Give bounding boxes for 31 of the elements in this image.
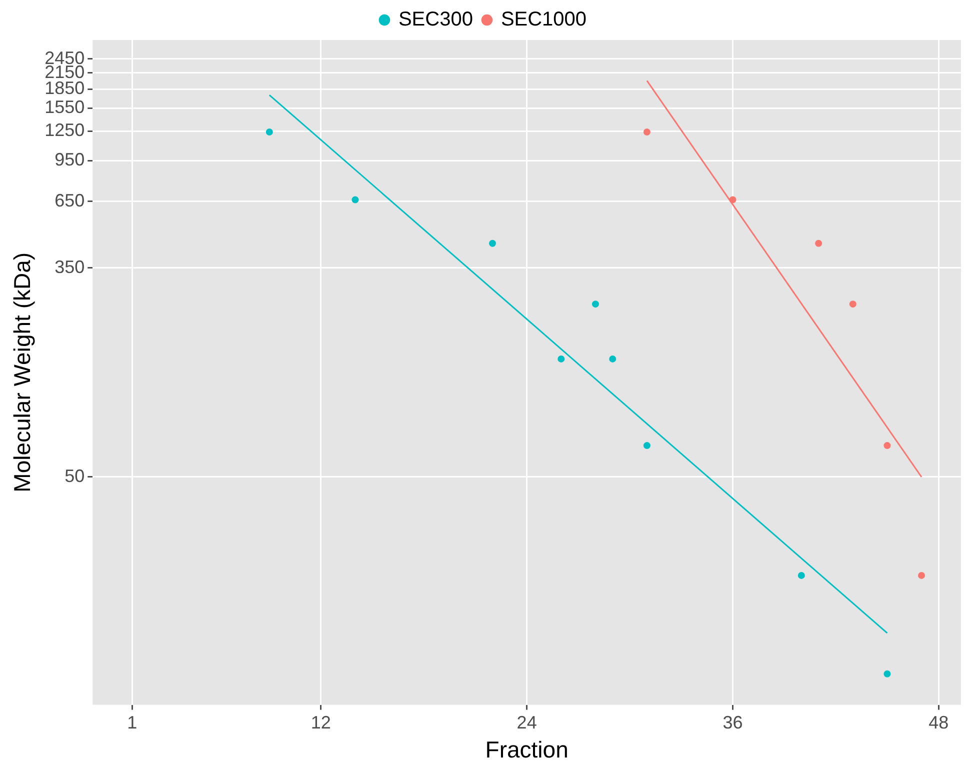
x-tick-label: 1	[127, 712, 138, 733]
point	[352, 196, 359, 204]
y-tick-label: 350	[54, 256, 85, 277]
point	[592, 300, 599, 308]
point	[266, 128, 273, 136]
x-axis-title: Fraction	[485, 736, 568, 763]
point	[798, 572, 805, 579]
point	[643, 442, 650, 450]
y-tick-label: 950	[54, 150, 85, 170]
point	[815, 240, 822, 247]
y-tick-label: 1550	[44, 97, 85, 118]
y-tick-label: 1850	[44, 78, 85, 98]
point	[489, 240, 496, 247]
point	[849, 300, 856, 308]
y-axis-title: Molecular Weight (kDa)	[9, 252, 36, 492]
point	[884, 442, 891, 450]
point	[558, 355, 565, 362]
y-tick-label: 1250	[44, 120, 85, 140]
y-tick-label: 650	[54, 190, 85, 210]
point	[884, 670, 891, 678]
legend-label: SEC1000	[500, 8, 587, 31]
point	[609, 355, 616, 362]
x-tick-label: 48	[928, 712, 949, 733]
y-tick-label: 50	[64, 466, 85, 486]
legend-label: SEC300	[398, 8, 473, 31]
x-tick-label: 36	[722, 712, 743, 733]
point	[729, 196, 736, 204]
point	[643, 128, 650, 136]
point	[918, 572, 926, 579]
x-tick-label: 24	[516, 712, 537, 733]
x-tick-label: 12	[310, 712, 331, 733]
